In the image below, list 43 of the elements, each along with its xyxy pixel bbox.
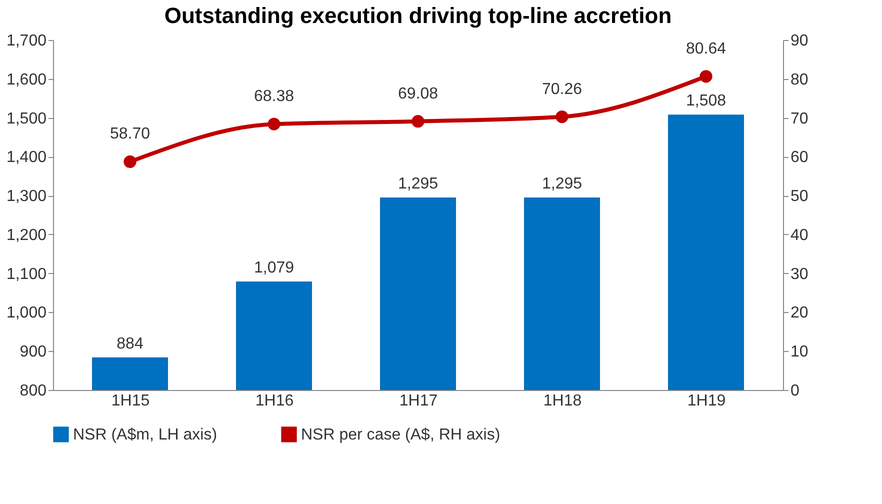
y2-tick-label: 10 — [790, 344, 808, 361]
y2-tick-label: 40 — [790, 226, 808, 244]
x-tick-label: 1H15 — [111, 392, 150, 410]
y2-tick-label: 20 — [790, 304, 808, 322]
text: 70.26 — [542, 80, 582, 98]
text: 1,295 — [398, 176, 438, 192]
y-tick-label: 1,700 — [6, 32, 47, 50]
point — [268, 118, 280, 130]
y2-tick-label: 90 — [790, 32, 808, 50]
y2-tick-label: 30 — [790, 266, 808, 283]
y-tick-label: 1,200 — [6, 226, 47, 244]
legend-label: NSR per case (A$, RH axis) — [301, 426, 500, 444]
legend-label: NSR (A$m, LH axis) — [73, 426, 218, 444]
text: 1,508 — [686, 92, 726, 110]
x-tick-label: 1H18 — [543, 392, 582, 410]
y-tick-label: 1,300 — [6, 188, 47, 206]
y2-tick-label: 50 — [790, 188, 808, 206]
y-tick-label: 1,600 — [6, 71, 47, 88]
text: 1,079 — [254, 260, 294, 276]
chart-title: Outstanding execution driving top-line accretion — [164, 3, 672, 28]
text: 69.08 — [398, 85, 438, 102]
text: 58.70 — [110, 126, 150, 143]
y-tick-label: 1,400 — [6, 149, 47, 166]
text: 80.64 — [686, 40, 726, 58]
y2-tick-label: 70 — [790, 110, 808, 128]
y2-tick-label: 0 — [790, 382, 800, 400]
x-tick-label: 1H17 — [399, 392, 438, 410]
text: 1,295 — [542, 176, 582, 192]
y2-tick-label: 80 — [790, 71, 808, 88]
x-tick-label: 1H16 — [255, 392, 294, 410]
y-tick-label: 900 — [20, 344, 47, 361]
y-tick-label: 800 — [20, 382, 47, 400]
point — [700, 70, 712, 83]
point — [412, 115, 424, 128]
y-tick-label: 1,500 — [6, 110, 47, 128]
text: 68.38 — [254, 88, 294, 106]
y-tick-label: 1,000 — [6, 304, 47, 322]
y2-tick-label: 60 — [790, 149, 808, 166]
x-tick-label: 1H19 — [687, 392, 726, 410]
y-tick-label: 1,100 — [6, 266, 47, 283]
text: 884 — [116, 335, 144, 352]
point — [556, 110, 568, 124]
point — [124, 155, 136, 168]
